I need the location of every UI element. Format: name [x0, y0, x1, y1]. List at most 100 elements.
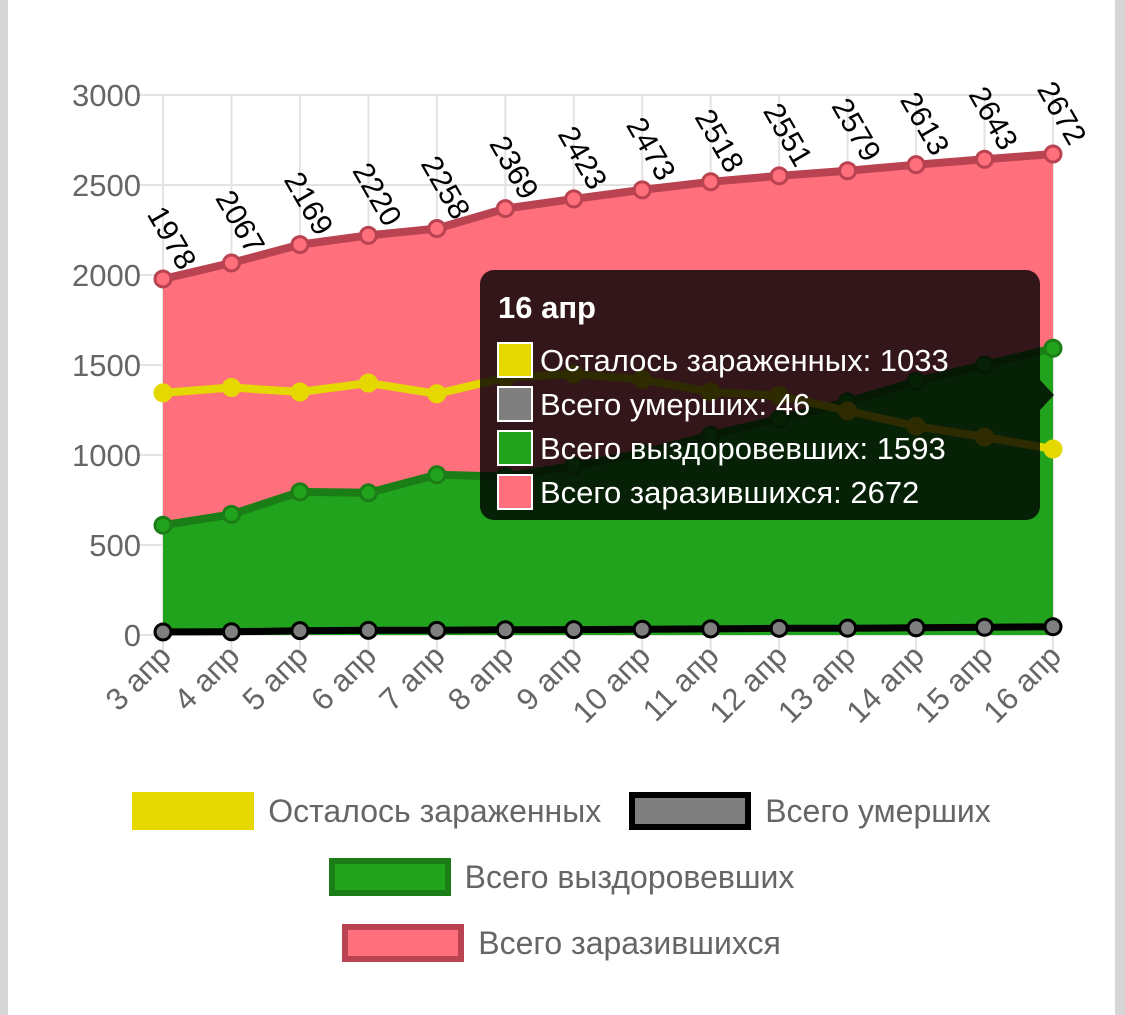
x-tick-label: 15 апр — [908, 638, 999, 729]
data-point — [290, 621, 310, 641]
data-point — [221, 622, 241, 642]
data-label: 2613 — [893, 87, 955, 161]
legend-row-3: Всего заразившихся — [8, 924, 1115, 962]
data-label: 2579 — [825, 93, 887, 167]
y-tick-label: 500 — [89, 528, 141, 563]
data-label: 2672 — [1030, 76, 1092, 150]
legend-item-infected-remaining[interactable]: Осталось зараженных — [132, 792, 601, 830]
data-point — [632, 619, 652, 639]
legend-label: Всего умерших — [765, 792, 991, 829]
data-point — [427, 465, 447, 485]
x-tick-label: 12 апр — [703, 638, 794, 729]
data-point — [290, 382, 310, 402]
tooltip-title: 16 апр — [498, 290, 596, 325]
data-point — [1043, 144, 1063, 164]
data-point — [427, 620, 447, 640]
data-point — [358, 620, 378, 640]
tooltip-caret — [1040, 380, 1054, 410]
legend-swatch-gray — [629, 792, 752, 830]
legend-item-deaths[interactable]: Всего умерших — [629, 792, 991, 830]
data-point — [564, 620, 584, 640]
x-tick-label: 16 апр — [976, 638, 1067, 729]
legend-item-recovered[interactable]: Всего выздоровевших — [328, 858, 795, 896]
x-tick-label: 5 апр — [236, 638, 315, 717]
y-tick-label: 1000 — [72, 438, 141, 473]
data-point — [906, 155, 926, 175]
y-tick-label: 1500 — [72, 348, 141, 383]
series-line — [162, 623, 1054, 636]
data-point — [153, 383, 173, 403]
legend-swatch-yellow — [132, 792, 255, 830]
data-point — [975, 149, 995, 169]
data-point — [975, 617, 995, 637]
x-tick-label: 4 апр — [167, 638, 246, 717]
data-point — [701, 172, 721, 192]
data-label: 2258 — [414, 151, 476, 225]
legend-swatch-green — [328, 858, 451, 896]
data-label: 2169 — [277, 167, 339, 241]
data-point — [290, 482, 310, 502]
legend-item-total-infected[interactable]: Всего заразившихся — [342, 924, 781, 962]
data-label: 2369 — [483, 131, 545, 205]
data-point — [221, 504, 241, 524]
data-point — [838, 161, 858, 181]
legend-label: Всего выздоровевших — [464, 858, 795, 895]
data-label: 2067 — [209, 185, 271, 259]
x-tick-label: 6 апр — [304, 638, 383, 717]
data-label: 2518 — [688, 104, 750, 178]
data-point — [838, 618, 858, 638]
data-point — [427, 219, 447, 239]
tooltip-swatch — [497, 474, 533, 510]
legend-row-2: Всего выздоровевших — [8, 858, 1115, 896]
data-point — [153, 622, 173, 642]
legend-label: Осталось зараженных — [268, 792, 602, 829]
y-tick-label: 0 — [124, 618, 141, 653]
data-point — [358, 225, 378, 245]
x-tick-label: 13 апр — [771, 638, 862, 729]
data-point — [358, 483, 378, 503]
y-tick-label: 3000 — [72, 78, 141, 113]
data-label: 2473 — [619, 112, 681, 186]
data-point — [701, 619, 721, 639]
y-axis-ticks: 3000 2500 2000 1500 1000 500 0 — [72, 78, 141, 653]
data-label: 2220 — [346, 157, 408, 231]
x-tick-label: 7 апр — [373, 638, 452, 717]
tooltip-swatch — [497, 430, 533, 466]
legend-label: Всего заразившихся — [478, 924, 781, 961]
tooltip-box — [480, 270, 1040, 520]
legend-swatch-pink — [342, 924, 465, 962]
data-point — [153, 515, 173, 535]
data-point — [153, 269, 173, 289]
y-tick-label: 2500 — [72, 168, 141, 203]
data-point — [1043, 338, 1063, 358]
data-point — [495, 199, 515, 219]
y-tick-label: 2000 — [72, 258, 141, 293]
legend-row-1: Осталось зараженных Всего умерших — [8, 792, 1115, 830]
tooltip-line: Осталось зараженных: 1033 — [540, 343, 949, 378]
chart-card: 3000 2500 2000 1500 1000 500 0 3 апр 4 апр 5 апр… — [8, 0, 1115, 1015]
series-line — [162, 150, 1054, 283]
data-point — [564, 189, 584, 209]
tooltip-swatch — [497, 386, 533, 422]
tooltip-line: Всего выздоровевших: 1593 — [540, 431, 946, 466]
data-point — [632, 180, 652, 200]
data-point — [221, 378, 241, 397]
tooltip-swatch — [497, 342, 533, 378]
data-label: 2643 — [962, 81, 1024, 155]
tooltip-line: Всего умерших: 46 — [540, 387, 810, 422]
tooltip-line: Всего заразившихся: 2672 — [540, 475, 919, 510]
x-tick-label: 10 апр — [566, 638, 657, 729]
data-point — [769, 166, 789, 186]
data-point — [906, 618, 926, 638]
data-label: 1978 — [140, 201, 202, 275]
data-point — [290, 235, 310, 255]
data-point — [221, 253, 241, 273]
data-point — [427, 384, 447, 404]
data-point — [495, 620, 515, 640]
x-tick-label: 14 апр — [840, 638, 931, 729]
data-point — [769, 618, 789, 638]
data-point — [358, 373, 378, 393]
tooltip: 16 апр Осталось зараженных: 1033 Всего уме… — [480, 270, 1054, 520]
